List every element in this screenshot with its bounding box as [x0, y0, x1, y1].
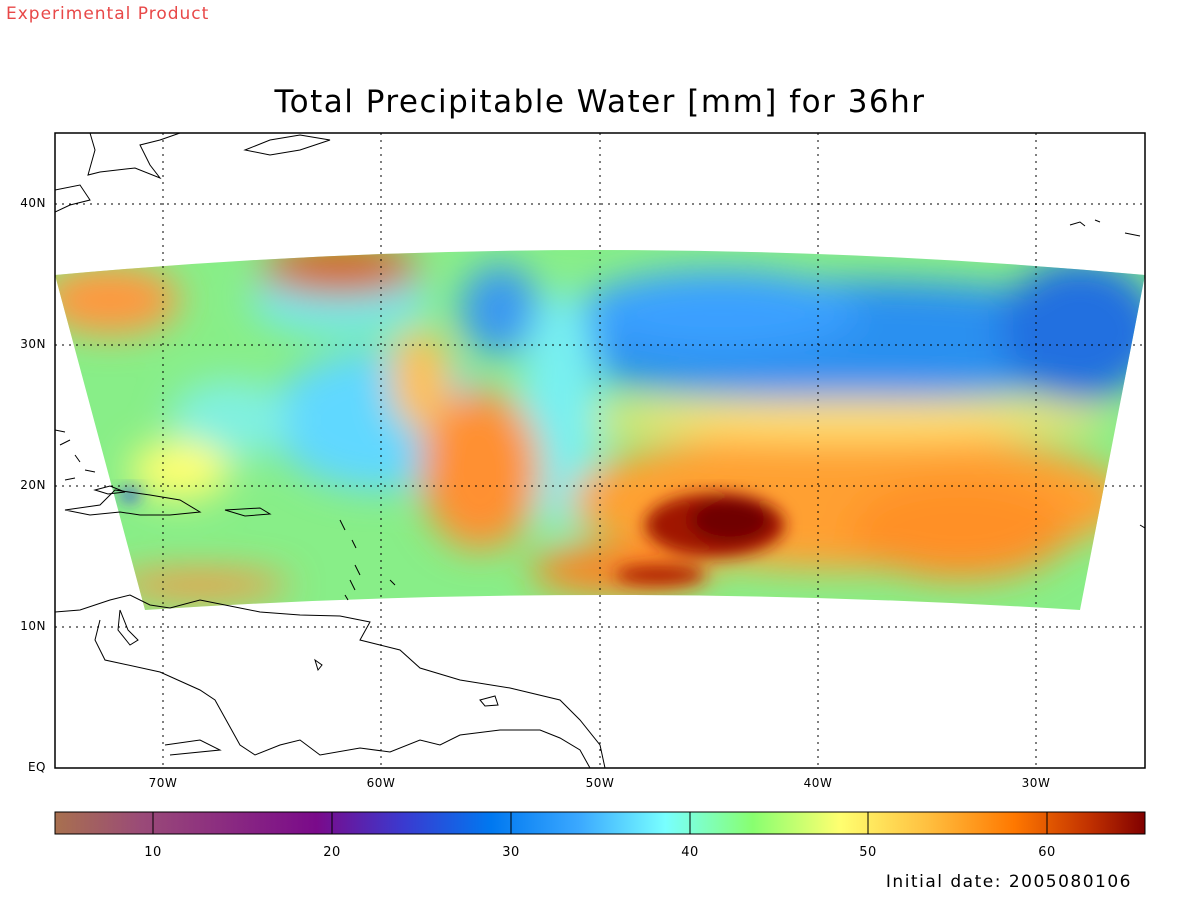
- coastlines: [55, 133, 1145, 768]
- initial-date: Initial date: 2005080106: [885, 872, 1132, 892]
- lat-label-30n: 30N: [20, 337, 46, 351]
- lon-label-30w: 30W: [1021, 776, 1051, 790]
- colorbar-label-20: 20: [323, 845, 341, 860]
- tpw-field: [55, 250, 1145, 610]
- colorbar-label-60: 60: [1038, 845, 1056, 860]
- colorbar: [54, 811, 1146, 835]
- colorbar-label-50: 50: [859, 845, 877, 860]
- lon-label-50w: 50W: [585, 776, 615, 790]
- lon-label-70w: 70W: [148, 776, 178, 790]
- lon-label-40w: 40W: [803, 776, 833, 790]
- lon-label-60w: 60W: [366, 776, 396, 790]
- map-title: Total Precipitable Water [mm] for 36hr: [274, 84, 926, 120]
- map-frame: [54, 132, 1146, 769]
- lat-label-40n: 40N: [20, 196, 46, 210]
- colorbar-label-30: 30: [502, 845, 520, 860]
- colorbar-label-10: 10: [144, 845, 162, 860]
- lat-label-eq: EQ: [27, 760, 46, 774]
- lat-label-20n: 20N: [20, 478, 46, 492]
- graticule: [55, 133, 1145, 768]
- experimental-product-label: Experimental Product: [6, 4, 210, 24]
- lat-label-10n: 10N: [20, 619, 46, 633]
- colorbar-label-40: 40: [681, 845, 699, 860]
- colorbar-ticks: [152, 812, 1048, 834]
